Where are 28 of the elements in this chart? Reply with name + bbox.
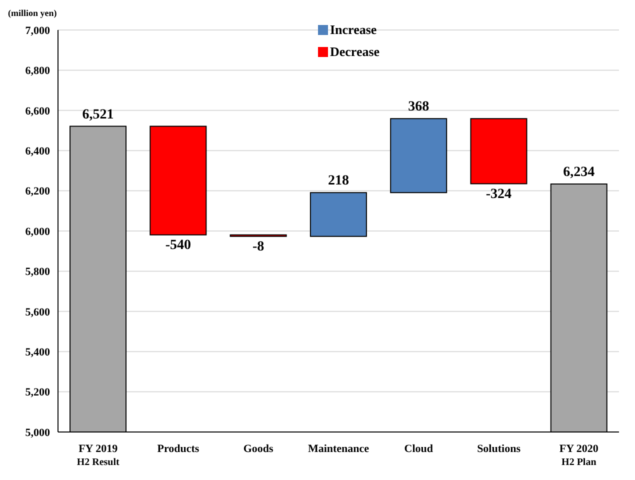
y-tick-label: 6,400 — [25, 146, 50, 158]
text: 6,234 — [563, 164, 595, 180]
y-axis-title: (million yen) — [8, 8, 57, 18]
y-tick-label: 5,400 — [25, 346, 50, 359]
legend-label: Decrease — [330, 44, 380, 60]
y-tick-label: 5,000 — [25, 426, 50, 439]
y-tick-label: 7,000 — [25, 24, 50, 37]
y-tick-label: 5,600 — [25, 306, 50, 318]
x-tick-label: Products — [157, 443, 200, 455]
text: 368 — [408, 100, 430, 115]
y-tick-label: 5,200 — [25, 386, 50, 399]
x-tick-label: FY 2020 H2 Plan — [559, 443, 599, 468]
text: -540 — [165, 238, 191, 253]
text: -324 — [486, 186, 512, 202]
text: 218 — [328, 174, 349, 189]
x-tick-label: FY 2019 H2 Result — [76, 443, 120, 468]
text: -8 — [252, 239, 264, 254]
x-tick-label: Cloud — [404, 443, 434, 455]
y-tick-label: 6,600 — [25, 105, 50, 118]
text: 6,521 — [82, 107, 114, 122]
y-tick-label: 6,200 — [25, 186, 50, 198]
y-tick-label: 5,800 — [25, 266, 50, 278]
x-tick-label: Goods — [243, 443, 274, 455]
y-tick-label: 6,800 — [25, 65, 50, 78]
y-tick-label: 6,000 — [25, 226, 50, 238]
x-tick-label: Solutions — [477, 443, 522, 455]
legend-label: Increase — [330, 22, 377, 38]
x-tick-label: Maintenance — [308, 443, 370, 455]
